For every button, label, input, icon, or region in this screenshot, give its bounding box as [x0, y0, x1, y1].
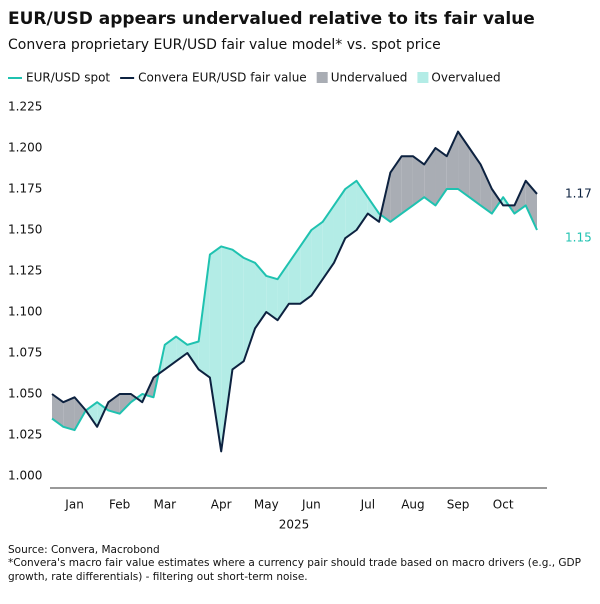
overvalued-area: [164, 336, 177, 370]
x-tick-label: May: [254, 498, 279, 512]
x-axis-label: 2025: [279, 518, 310, 532]
overvalued-area: [198, 254, 210, 378]
legend-label: EUR/USD spot: [26, 71, 110, 85]
overvalued-area: [333, 189, 346, 263]
overvalued-area: [187, 341, 199, 370]
undervalued-area: [480, 164, 492, 214]
overvalued-area: [311, 221, 323, 296]
x-tick-label: Jul: [360, 498, 375, 512]
undervalued-area: [401, 156, 413, 214]
undervalued-area: [74, 397, 86, 431]
footnote-box: *Convera's macro fair value estimates wh…: [8, 557, 581, 583]
series-line: [51, 179, 538, 432]
overvalued-area: [266, 275, 278, 321]
y-tick-label: 1.225: [8, 100, 42, 114]
overvalued-area: [209, 246, 222, 452]
legend-label: Overvalued: [431, 71, 500, 85]
undervalued-area: [424, 148, 436, 206]
undervalued-area: [119, 394, 131, 414]
y-tick-label: 1.200: [8, 141, 42, 155]
y-tick-label: 1.075: [8, 346, 42, 360]
source: Source: Convera, Macrobond: [8, 544, 160, 556]
x-tick-label: Apr: [211, 498, 232, 512]
series-line: [51, 130, 538, 453]
y-tick-label: 1.100: [8, 305, 42, 319]
overvalued-area: [255, 262, 267, 329]
undervalued-area: [435, 148, 447, 206]
overvalued-area: [322, 205, 334, 280]
overvalued-area: [221, 246, 233, 452]
x-tick-label: Jun: [301, 498, 321, 512]
undervalued-area: [446, 131, 459, 189]
legend-label: Undervalued: [331, 71, 408, 85]
undervalued-area: [390, 156, 402, 222]
gap-areas: [52, 131, 537, 452]
y-tick-label: 1.050: [8, 387, 42, 401]
undervalued-area: [469, 148, 481, 206]
x-tick-label: Jan: [64, 498, 84, 512]
x-tick-label: Mar: [153, 498, 176, 512]
y-tick-label: 1.175: [8, 182, 42, 196]
end-label: 1.17: [565, 186, 592, 200]
overvalued-area: [277, 262, 289, 321]
overvalued-area: [345, 180, 357, 239]
y-tick-label: 1.150: [8, 223, 42, 237]
undervalued-area: [412, 156, 425, 206]
footnote: *Convera's macro fair value estimates wh…: [8, 557, 581, 583]
undervalued-area: [491, 189, 501, 214]
undervalued-area: [458, 131, 470, 198]
legend-swatch: [417, 72, 429, 83]
x-tick-label: Feb: [109, 498, 130, 512]
overvalued-area: [288, 246, 301, 304]
undervalued-area: [52, 394, 64, 427]
undervalued-area: [108, 394, 120, 414]
y-tick-label: 1.000: [8, 469, 42, 483]
x-tick-label: Sep: [447, 498, 470, 512]
overvalued-area: [356, 180, 368, 230]
legend-swatch: [316, 72, 328, 83]
overvalued-area: [232, 249, 244, 370]
undervalued-area: [63, 397, 75, 431]
chart-subtitle: Convera proprietary EUR/USD fair value m…: [8, 37, 441, 53]
y-tick-label: 1.125: [8, 264, 42, 278]
legend-label: Convera EUR/USD fair value: [138, 71, 307, 85]
end-label: 1.15: [565, 231, 592, 245]
chart-title: EUR/USD appears undervalued relative to …: [8, 9, 535, 29]
undervalued-area: [525, 180, 537, 230]
x-tick-label: Oct: [493, 498, 514, 512]
x-tick-label: Aug: [401, 498, 424, 512]
overvalued-area: [300, 230, 312, 304]
y-tick-label: 1.025: [8, 428, 42, 442]
